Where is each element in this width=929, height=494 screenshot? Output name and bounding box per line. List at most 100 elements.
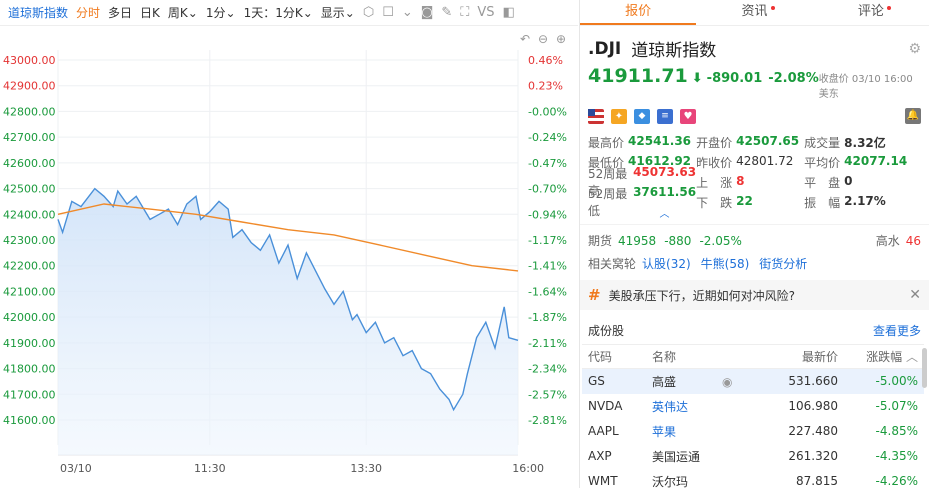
warrants-link[interactable]: 认股(32) xyxy=(642,256,691,271)
stats-row: 最低价 41612.92 昨收价 42801.72 平均价 42077.14 xyxy=(588,152,921,172)
average-line xyxy=(57,203,519,272)
futures-price: 41958 xyxy=(618,233,657,248)
stock-code: AXP xyxy=(582,444,646,469)
stat-cell: 最高价 42541.36 xyxy=(588,134,696,151)
table-row[interactable]: WMT 沃尔玛 87.815 -4.26% xyxy=(582,469,924,494)
col-name-header[interactable]: 名称 xyxy=(646,344,756,369)
display-dropdown[interactable]: 显示⌄ xyxy=(321,4,355,21)
stat-value: 37611.56 xyxy=(633,185,697,199)
table-row[interactable]: GS 高盛 ◉ 531.660 -5.00% xyxy=(582,368,924,394)
stock-code: GS xyxy=(582,368,646,394)
list-icon[interactable]: ≡ xyxy=(657,108,673,124)
zoom-in-icon: ⊕ xyxy=(556,32,566,46)
table-row[interactable]: AXP 美国运通 261.320 -4.35% xyxy=(582,444,924,469)
panel-toggle-icon[interactable]: ◧ xyxy=(502,5,515,20)
col-code-header[interactable]: 代码 xyxy=(582,344,646,369)
chevron-down-icon: ⌄ xyxy=(187,6,198,20)
table-row[interactable]: NVDA 英伟达 106.980 -5.07% xyxy=(582,394,924,419)
futures-label: 期货 xyxy=(588,234,613,248)
chevron-down-icon: ⌄ xyxy=(344,6,355,20)
multiday-tab[interactable]: 多日 xyxy=(108,6,133,20)
tab-quote[interactable]: 报价 xyxy=(580,0,697,25)
stock-code-text: WMT xyxy=(588,474,618,488)
vs-button[interactable]: VS xyxy=(477,5,495,20)
col-price-header[interactable]: 最新价 xyxy=(756,344,844,369)
stat-label: 开盘价 xyxy=(696,135,733,150)
close-icon[interactable]: ✕ xyxy=(909,287,921,303)
y-tick-left: 41600.00 xyxy=(3,414,56,427)
chevron-up-icon[interactable]: ︿ xyxy=(659,209,670,220)
tab-news-label: 资讯 xyxy=(741,4,768,19)
cbbc-link[interactable]: 牛熊(58) xyxy=(700,256,750,271)
view-more-link[interactable]: 查看更多 xyxy=(872,323,921,338)
square-icon[interactable]: ☐ xyxy=(382,5,394,20)
street-analysis-link[interactable]: 街货分析 xyxy=(759,256,808,271)
stat-cell: 成交量 8.32亿 xyxy=(804,134,921,151)
y-tick-right: -0.47% xyxy=(528,157,567,170)
y-tick-right: -2.11% xyxy=(528,337,567,350)
weekly-k-label: 周K xyxy=(167,6,188,20)
sort-icon[interactable]: ︿ xyxy=(905,350,918,364)
display-label: 显示 xyxy=(320,6,345,20)
price-line xyxy=(57,187,519,412)
stats-row: 52周最低 37611.56 下 跌 22 振 幅 2.17% xyxy=(588,185,921,218)
y-tick-right: -2.81% xyxy=(528,414,567,427)
y-tick-right: -1.41% xyxy=(528,260,567,273)
stat-label: 昨收价 xyxy=(696,155,733,170)
stock-name-text: 英伟达 xyxy=(652,399,689,414)
daily-k-tab[interactable]: 日K xyxy=(140,6,160,20)
y-tick-left: 43000.00 xyxy=(3,54,56,67)
x-tick: 16:00 xyxy=(512,462,544,475)
y-tick-right: -0.24% xyxy=(528,131,567,144)
col-pct-header[interactable]: 涨跌幅 ︿ xyxy=(844,344,924,369)
premium-label: 高水 xyxy=(875,234,900,248)
tab-comments[interactable]: 评论 xyxy=(813,0,929,25)
hashtag-icon: # xyxy=(588,286,601,304)
settings-icon[interactable]: ⬡ xyxy=(362,5,375,20)
y-tick-right: -2.57% xyxy=(528,388,567,401)
chevron-down-icon[interactable]: ⌄ xyxy=(401,5,413,20)
chart-panel: 道琼斯指数 分时 多日 日K 周K⌄ 1分⌄ 1天：1分K⌄ 显示⌄ ⬡ ☐ ⌄… xyxy=(0,4,578,488)
stock-price: 531.660 xyxy=(756,368,844,394)
table-header-row: 代码 名称 最新价 涨跌幅 ︿ xyxy=(582,344,924,369)
stat-value: 42801.72 xyxy=(736,153,794,168)
index-name-label: 道琼斯指数 xyxy=(8,6,69,20)
heart-icon[interactable]: ♥ xyxy=(680,108,696,124)
futures-row[interactable]: 期货 41958 -880 -2.05% 高水 46 xyxy=(580,224,929,250)
weekly-k-dropdown[interactable]: 周K⌄ xyxy=(168,4,198,21)
news-banner[interactable]: # 美股承压下行，近期如何对冲风险? ✕ xyxy=(580,280,929,310)
stat-value: 42507.65 xyxy=(736,133,800,148)
runner-icon[interactable]: ✦ xyxy=(611,108,627,124)
gear-icon[interactable]: ⚙ xyxy=(908,40,921,57)
fullscreen-icon[interactable]: ⛶ xyxy=(460,5,470,20)
eye-icon[interactable]: ◉ xyxy=(722,374,733,389)
x-tick: 13:30 xyxy=(350,462,382,475)
x-tick: 11:30 xyxy=(194,462,226,475)
stock-price-text: 531.660 xyxy=(788,374,838,389)
quote-title: .DJI 道琼斯指数 ⚙ xyxy=(580,26,929,62)
intraday-tab[interactable]: 分时 xyxy=(76,6,101,20)
price-area xyxy=(58,188,518,455)
stock-pct: -4.85% xyxy=(844,419,924,444)
price-chart: ↶ ⊖ ⊕ 43000.00 0.46% 42900.00 0.23% 42800.00 -0.… xyxy=(0,27,578,488)
stat-cell: 振 幅 2.17% xyxy=(804,194,921,211)
stock-code: WMT xyxy=(582,469,646,494)
stock-code-text: AXP xyxy=(588,449,612,463)
pen-icon[interactable]: ✎ xyxy=(441,5,453,20)
stat-label: 52周最低 xyxy=(588,187,628,218)
notification-dot-icon xyxy=(886,6,891,10)
tag-icon[interactable]: ◆ xyxy=(634,108,650,124)
tab-comments-label: 评论 xyxy=(857,4,884,19)
range-dropdown[interactable]: 1天：1分K⌄ xyxy=(244,4,313,21)
tab-news[interactable]: 资讯 xyxy=(696,0,812,25)
quote-stats: 最高价 42541.36 开盘价 42507.65 成交量 8.32亿 最低价 41612.9… xyxy=(580,124,929,219)
scrollbar[interactable] xyxy=(922,348,927,388)
y-tick-left: 42100.00 xyxy=(3,285,56,298)
camera-icon[interactable]: ◙ xyxy=(420,5,434,20)
stock-pct: -4.35% xyxy=(844,444,924,469)
table-row[interactable]: AAPL 苹果 227.480 -4.85% xyxy=(582,419,924,444)
bell-icon[interactable]: 🔔 xyxy=(905,108,921,124)
stat-label: 平均价 xyxy=(804,155,841,170)
interval-dropdown[interactable]: 1分⌄ xyxy=(206,4,236,21)
